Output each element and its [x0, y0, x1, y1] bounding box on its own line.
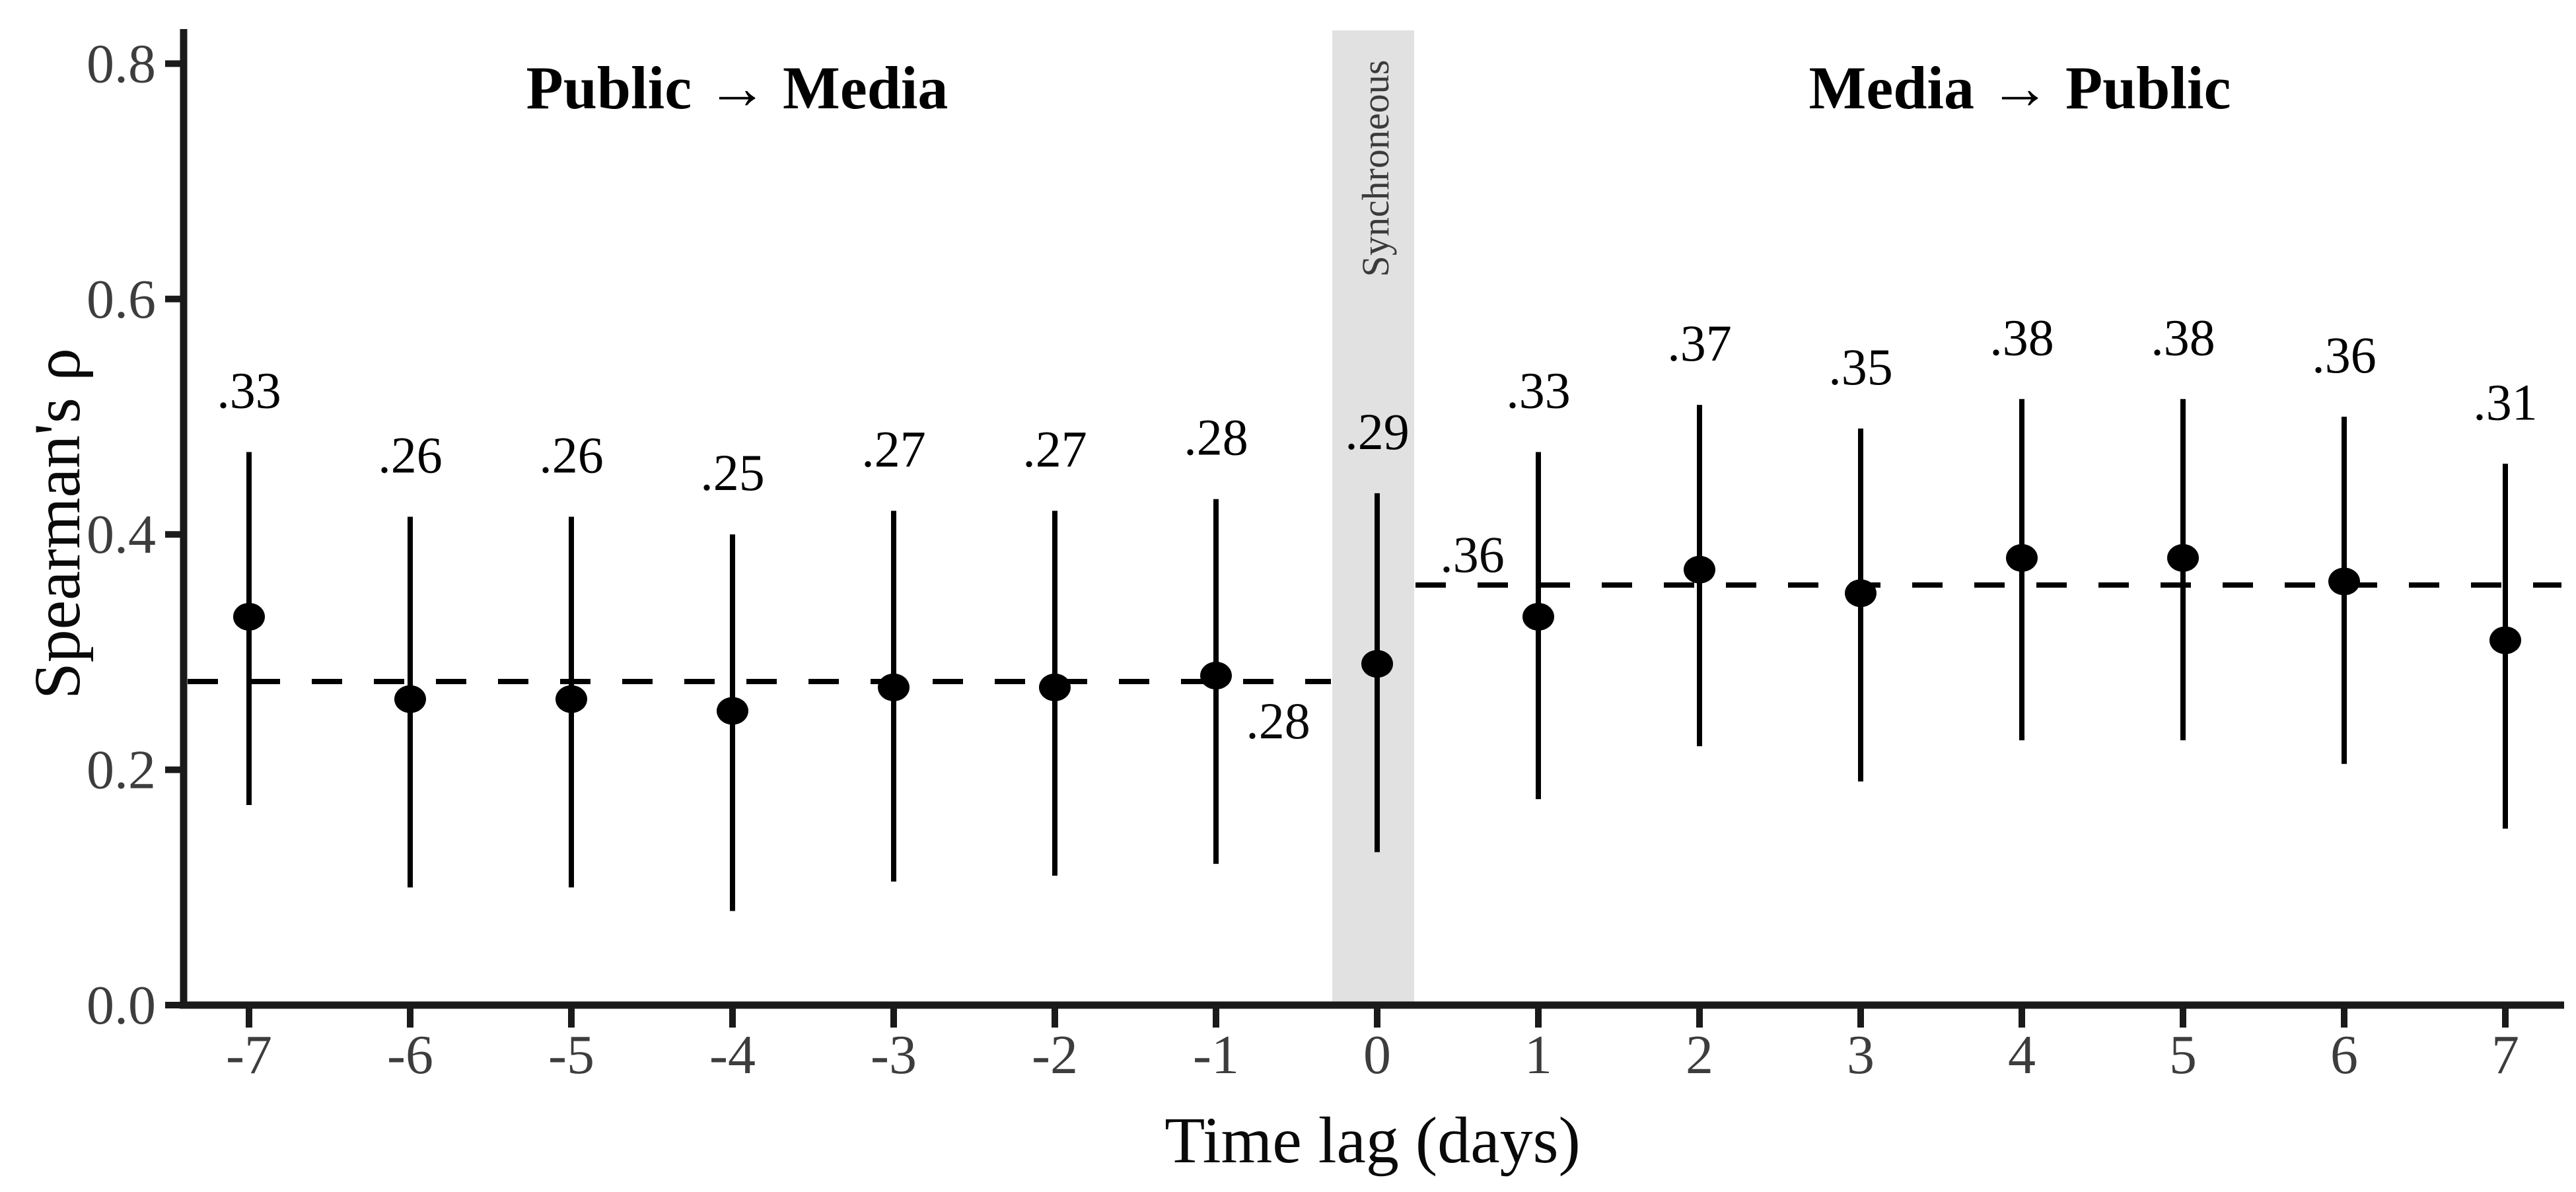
x-tick-label: -2 — [1032, 1024, 1078, 1086]
point-marker — [2006, 543, 2038, 572]
data-point-lag-0: .29 — [1345, 403, 1410, 853]
point-marker — [1361, 650, 1393, 678]
x-tick-label: 4 — [2008, 1024, 2036, 1086]
point-marker — [555, 685, 587, 713]
point-value-label: .38 — [1989, 308, 2054, 366]
point-marker — [1684, 555, 1715, 584]
x-tick-label: -7 — [226, 1024, 272, 1086]
x-tick-label: -1 — [1193, 1024, 1239, 1086]
point-value-label: .28 — [1184, 409, 1248, 466]
point-marker — [233, 602, 265, 631]
point-marker — [394, 685, 426, 713]
x-tick-label: 0 — [1363, 1024, 1391, 1086]
x-tick-label: 2 — [1686, 1024, 1713, 1086]
data-point-lag-3: .35 — [1828, 338, 1893, 782]
data-series-layer: .33 .26 .26 .25 .27 .27 .28 .29 .33 .37 .35 .38 .38.… — [217, 308, 2538, 911]
x-axis-title: Time lag (days) — [1164, 1104, 1581, 1177]
data-point-lag--5: .26 — [539, 426, 604, 888]
point-value-label: .27 — [861, 421, 926, 478]
point-value-label: .29 — [1345, 403, 1410, 460]
point-value-label: .36 — [2312, 326, 2377, 384]
x-tick-label: -5 — [548, 1024, 594, 1086]
section-title-media-to-public: Media → Public — [1809, 54, 2231, 122]
data-point-lag--6: .26 — [378, 426, 443, 888]
point-value-label: .38 — [2151, 308, 2215, 366]
x-tick-label: -4 — [709, 1024, 756, 1086]
point-value-label: .31 — [2473, 373, 2538, 431]
y-tick-label: 0.4 — [87, 504, 156, 565]
point-value-label: .25 — [700, 444, 765, 501]
section-title-public-to-media: Public → Media — [526, 54, 948, 122]
point-value-label: .33 — [217, 361, 281, 419]
point-marker — [1200, 662, 1232, 690]
y-tick-label: 0.0 — [87, 975, 156, 1036]
data-point-lag-2: .37 — [1667, 314, 1732, 746]
point-marker — [1845, 579, 1877, 608]
point-marker — [2489, 626, 2521, 654]
data-point-lag--7: .33 — [217, 361, 281, 806]
point-marker — [2167, 543, 2199, 572]
data-point-lag-1: .33 — [1506, 361, 1571, 800]
data-point-lag-6: .36 — [2312, 326, 2377, 764]
x-tick-label: 7 — [2491, 1024, 2519, 1086]
sync-band-label: Synchroneous — [1354, 60, 1397, 277]
reference-label-left: .28 — [1246, 692, 1310, 750]
x-tick-label: 3 — [1847, 1024, 1875, 1086]
reference-label-right: .36 — [1440, 526, 1505, 583]
data-point-lag--4: .25 — [700, 444, 765, 911]
sync-band — [1332, 30, 1414, 1002]
data-point-lag-4: .38 — [1989, 308, 2054, 741]
point-marker — [717, 697, 748, 725]
y-tick-label: 0.2 — [87, 740, 156, 801]
point-value-label: .26 — [378, 426, 443, 483]
point-value-label: .37 — [1667, 314, 1732, 372]
data-point-lag--1: .28 — [1184, 409, 1248, 864]
point-value-label: .35 — [1828, 338, 1893, 396]
axes-layer: 0.0 0.2 0.4 0.6 0.8 -7 -6 -5 -4 -3 -2 -1 0 1 2 3 4 5 6 7 — [87, 29, 2564, 1086]
x-tick-label: -6 — [387, 1024, 433, 1086]
reference-lines-layer — [188, 582, 2561, 684]
point-value-label: .26 — [539, 426, 604, 483]
point-value-label: .27 — [1022, 421, 1087, 478]
sync-band-layer — [1332, 30, 1414, 1002]
point-marker — [878, 673, 910, 701]
point-marker — [2328, 567, 2360, 596]
point-marker — [1522, 602, 1554, 631]
point-value-label: .33 — [1506, 361, 1571, 419]
data-point-lag--3: .27 — [861, 421, 926, 882]
y-axis-title: Spearman's ρ — [20, 348, 94, 699]
data-point-lag--2: .27 — [1022, 421, 1087, 876]
data-point-lag-7: .31 — [2473, 373, 2538, 829]
data-point-lag-5: .38 — [2151, 308, 2215, 741]
x-tick-label: 1 — [1524, 1024, 1552, 1086]
y-tick-label: 0.8 — [87, 33, 156, 94]
point-marker — [1039, 673, 1071, 701]
x-tick-label: 6 — [2330, 1024, 2358, 1086]
y-tick-label: 0.6 — [87, 269, 156, 330]
x-tick-label: -3 — [871, 1024, 917, 1086]
x-tick-label: 5 — [2169, 1024, 2197, 1086]
